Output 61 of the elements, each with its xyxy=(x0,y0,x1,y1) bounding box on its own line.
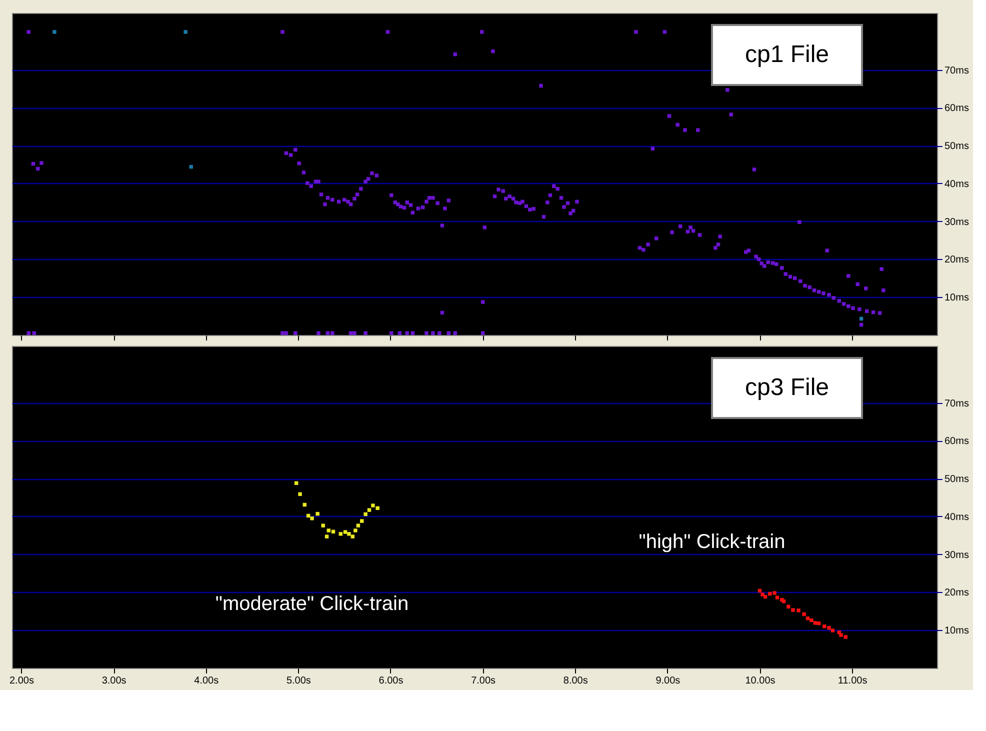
y-tick-label: 50ms xyxy=(944,141,969,152)
y-tick-label: 30ms xyxy=(944,550,969,561)
point xyxy=(813,621,818,625)
point xyxy=(772,591,776,595)
y-tick-label: 40ms xyxy=(944,512,969,523)
point xyxy=(298,492,302,496)
point xyxy=(347,532,351,536)
y-tick-label: 20ms xyxy=(944,254,969,266)
y-tick-label: 40ms xyxy=(944,178,969,190)
y-tick-label: 70ms xyxy=(944,65,969,76)
x-tick-label: 6.00s xyxy=(378,676,404,686)
point xyxy=(343,530,348,534)
point xyxy=(775,596,780,600)
point xyxy=(189,164,193,169)
point xyxy=(364,512,368,516)
y-tick-label: 10ms xyxy=(944,626,969,637)
x-tick-label: 9.00s xyxy=(656,676,680,686)
y-tick-label: 60ms xyxy=(944,103,969,114)
point xyxy=(810,618,814,622)
point xyxy=(310,516,314,520)
y-tick-label: 20ms xyxy=(944,588,969,599)
point xyxy=(52,30,56,34)
point xyxy=(338,532,343,536)
point xyxy=(839,633,843,637)
y-tick-label: 10ms xyxy=(944,292,969,304)
y-tick-label: 70ms xyxy=(944,398,969,410)
x-tick-label: 5.00s xyxy=(286,676,311,686)
point xyxy=(802,612,806,616)
x-tick-label: 11.00s xyxy=(838,676,868,686)
point xyxy=(796,608,800,612)
y-tick-label: 60ms xyxy=(944,436,969,448)
x-tick-label: 3.00s xyxy=(102,676,126,686)
annotation: "high" Click-train xyxy=(638,531,786,553)
y-tick-label: 30ms xyxy=(944,216,969,228)
point xyxy=(350,534,355,538)
point xyxy=(184,30,188,34)
annotation: "moderate" Click-train xyxy=(215,593,409,615)
point xyxy=(371,504,375,508)
point xyxy=(356,524,360,528)
x-tick-label: 4.00s xyxy=(194,676,219,686)
text: cp1 File xyxy=(744,41,830,68)
point xyxy=(376,506,380,510)
point xyxy=(321,524,325,528)
point xyxy=(830,628,835,632)
point xyxy=(354,528,358,532)
point xyxy=(791,608,795,612)
x-tick-label: 7.00s xyxy=(471,676,496,686)
point xyxy=(326,528,331,532)
point xyxy=(760,592,764,596)
point xyxy=(360,519,364,523)
point xyxy=(768,592,772,596)
point xyxy=(316,512,320,516)
point xyxy=(367,508,372,512)
point xyxy=(324,534,329,538)
x-tick-label: 8.00s xyxy=(563,676,588,686)
point xyxy=(827,626,831,630)
point xyxy=(844,635,848,639)
x-tick-label: 10.00s xyxy=(745,676,776,686)
text: cp3 File xyxy=(744,374,830,401)
y-tick-label: 50ms xyxy=(944,474,969,486)
x-tick-label: 2.00s xyxy=(9,676,34,686)
